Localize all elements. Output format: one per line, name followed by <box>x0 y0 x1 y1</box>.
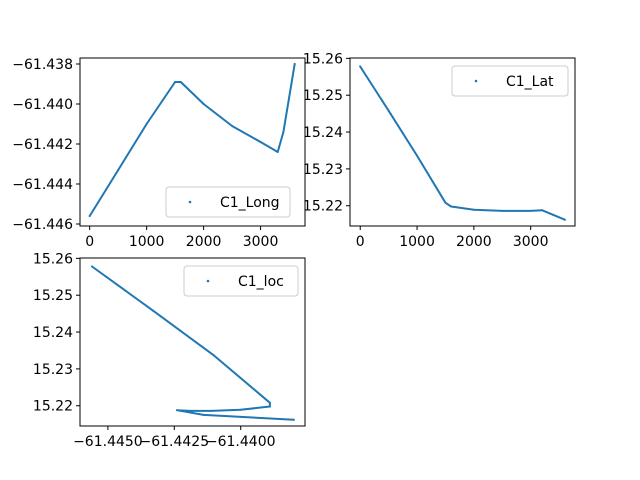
subplot-2: 0 1000 2000 3000 15.22 15.23 15.24 15.25 15.26 C1… <box>303 51 576 250</box>
y-tick-label: 15.22 <box>303 199 343 215</box>
data-point <box>541 209 543 212</box>
data-point <box>472 208 475 211</box>
data-point <box>268 401 271 404</box>
data-point <box>268 405 271 408</box>
x-tick-label: 3000 <box>513 234 549 250</box>
data-point <box>450 205 453 208</box>
data-point <box>563 218 566 221</box>
subplot-3: −61.4450−61.4425−61.4400 15.22 15.23 15.24 1… <box>33 251 306 450</box>
y-tick-label: −61.446 <box>12 217 73 233</box>
legend-box <box>183 265 299 297</box>
y-tick-label: 15.24 <box>303 125 343 141</box>
data-point <box>276 151 279 153</box>
data-point <box>91 265 93 268</box>
y-tick-label: 15.23 <box>303 162 343 178</box>
x-tick-label: 2000 <box>186 234 222 250</box>
legend: C1_Lat <box>451 65 569 97</box>
legend-label: C1_Lat <box>506 74 554 90</box>
data-point <box>292 418 295 421</box>
data-point <box>174 81 177 83</box>
y-tick-label: 15.22 <box>33 399 73 415</box>
plot-area-frame <box>79 57 306 227</box>
legend-label: C1_Long <box>220 195 280 211</box>
data-point <box>231 125 234 127</box>
data-point <box>210 409 213 412</box>
data-point <box>202 413 205 416</box>
subplot-grid: 0 1000 2000 3000 −61.446 −61.444 −61.442 −61.44… <box>12 51 576 450</box>
y-tick-label: −61.440 <box>12 97 73 113</box>
data-point <box>293 63 296 65</box>
legend-label: C1_loc <box>238 274 284 290</box>
x-tick-label: 2000 <box>456 234 492 250</box>
legend-box <box>165 186 291 218</box>
y-tick-label: 15.26 <box>33 251 73 267</box>
x-tick-label: 1000 <box>129 234 165 250</box>
data-point <box>282 131 285 133</box>
x-tick-label: −61.4425 <box>139 434 209 450</box>
data-point <box>117 169 120 171</box>
data-point <box>529 209 532 212</box>
legend: C1_loc <box>183 265 299 297</box>
legend: C1_Long <box>165 186 291 218</box>
plot-area-frame <box>349 57 576 227</box>
y-tick-label: −61.444 <box>12 177 73 193</box>
data-point <box>189 409 192 412</box>
y-tick-label: 15.26 <box>303 51 343 67</box>
legend-marker <box>188 200 192 204</box>
data-point <box>213 354 216 357</box>
y-tick-label: −61.442 <box>12 137 73 153</box>
x-tick-label: 0 <box>85 234 94 250</box>
data-point <box>239 408 242 411</box>
data-point <box>259 141 262 143</box>
y-tick-label: 15.23 <box>33 362 73 378</box>
legend-marker <box>474 79 478 83</box>
data-point <box>444 201 447 204</box>
x-tick-label: −61.4450 <box>73 434 143 450</box>
subplot-1: 0 1000 2000 3000 −61.446 −61.444 −61.442 −61.44… <box>12 57 306 250</box>
data-point <box>152 309 155 312</box>
data-point <box>176 409 178 412</box>
data-point <box>387 109 390 112</box>
x-tick-label: 3000 <box>243 234 279 250</box>
x-tick-label: 0 <box>356 234 365 250</box>
data-point <box>552 213 555 216</box>
y-tick-label: 15.25 <box>303 88 343 104</box>
legend-box <box>451 65 569 97</box>
data-point <box>145 123 148 125</box>
legend-marker <box>206 279 210 283</box>
data-point <box>359 65 362 68</box>
x-tick-label: 1000 <box>399 234 435 250</box>
y-tick-label: 15.25 <box>33 288 73 304</box>
data-point <box>202 103 205 105</box>
data-point <box>88 215 91 217</box>
plot-area-frame <box>79 257 306 427</box>
y-tick-label: 15.24 <box>33 325 73 341</box>
data-point <box>501 209 504 212</box>
y-tick-label: −61.438 <box>12 57 73 73</box>
data-point <box>179 81 182 83</box>
x-tick-label: −61.4400 <box>206 434 276 450</box>
data-point <box>416 154 418 157</box>
